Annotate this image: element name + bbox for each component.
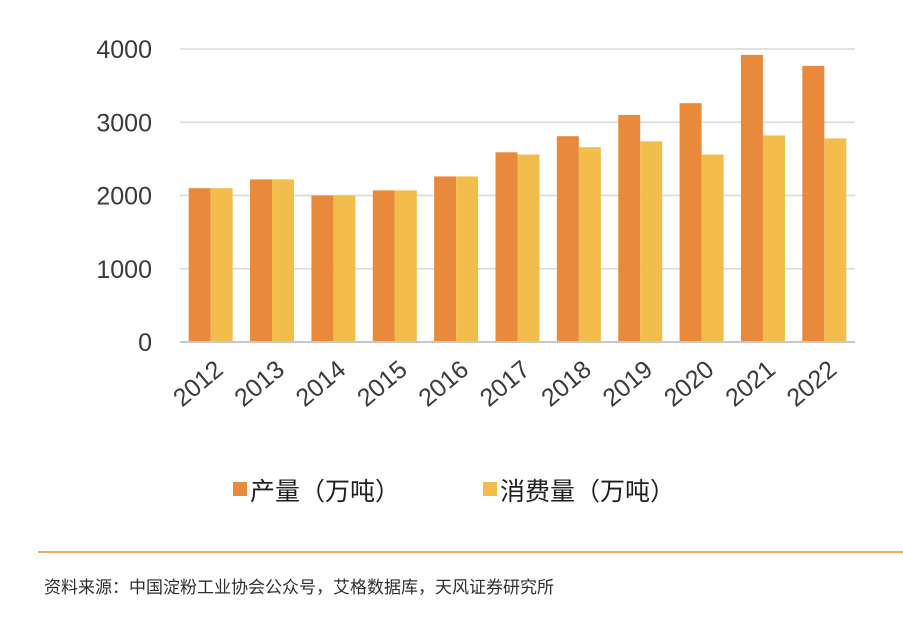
bar-consumption-2017: [517, 154, 540, 342]
x-tick-label: 2014: [291, 355, 352, 412]
x-tick-label: 2020: [659, 355, 720, 412]
bar-consumption-2015: [394, 190, 417, 342]
bar-production-2013: [250, 179, 273, 342]
legend-swatch-consumption: [483, 482, 497, 496]
bar-consumption-2020: [701, 154, 724, 342]
x-tick-label: 2012: [168, 355, 229, 412]
bar-production-2020: [679, 103, 702, 342]
x-tick-label: 2015: [352, 355, 413, 412]
bar-production-2015: [372, 190, 395, 342]
y-tick-label: 0: [138, 329, 152, 357]
bar-consumption-2014: [333, 195, 356, 342]
bar-production-2014: [311, 195, 334, 342]
x-tick-label: 2019: [597, 355, 658, 412]
bar-production-2018: [556, 136, 579, 342]
x-tick-label: 2013: [229, 355, 290, 412]
x-tick-label: 2021: [720, 355, 781, 412]
x-tick-label: 2016: [413, 355, 474, 412]
bar-consumption-2019: [640, 141, 663, 342]
y-axis-ticks: 0 1000 2000 3000 4000: [96, 36, 152, 357]
bar-production-2017: [495, 152, 518, 342]
bar-consumption-2018: [578, 147, 601, 342]
y-tick-label: 4000: [96, 36, 152, 64]
legend-swatch-production: [233, 482, 247, 496]
bar-production-2019: [618, 114, 641, 342]
source-note: 资料来源：中国淀粉工业协会公众号，艾格数据库，天风证券研究所: [44, 578, 554, 598]
bar-production-2012: [188, 188, 211, 342]
bar-consumption-2021: [762, 135, 785, 342]
y-tick-label: 2000: [96, 183, 152, 211]
x-tick-label: 2022: [782, 355, 843, 412]
legend-label-consumption: 消费量（万吨）: [500, 477, 675, 506]
source-divider: [38, 551, 903, 553]
x-tick-label: 2018: [536, 355, 597, 412]
bar-consumption-2013: [272, 179, 295, 342]
bar-production-2021: [740, 54, 763, 343]
x-axis-ticks: 2012 2013 2014 2015 2016 2017 2018 2019 2020 2021…: [168, 355, 842, 412]
x-tick-label: 2017: [475, 355, 536, 412]
bar-consumption-2016: [456, 176, 479, 342]
bar-production-2022: [802, 65, 825, 342]
bar-consumption-2012: [210, 188, 233, 342]
bar-production-2016: [434, 176, 457, 342]
y-tick-label: 1000: [96, 256, 152, 284]
bars: [188, 54, 847, 343]
y-tick-label: 3000: [96, 109, 152, 137]
legend: 产量（万吨） 消费量（万吨）: [233, 477, 675, 506]
legend-label-production: 产量（万吨）: [250, 477, 400, 506]
bar-consumption-2022: [824, 138, 847, 342]
